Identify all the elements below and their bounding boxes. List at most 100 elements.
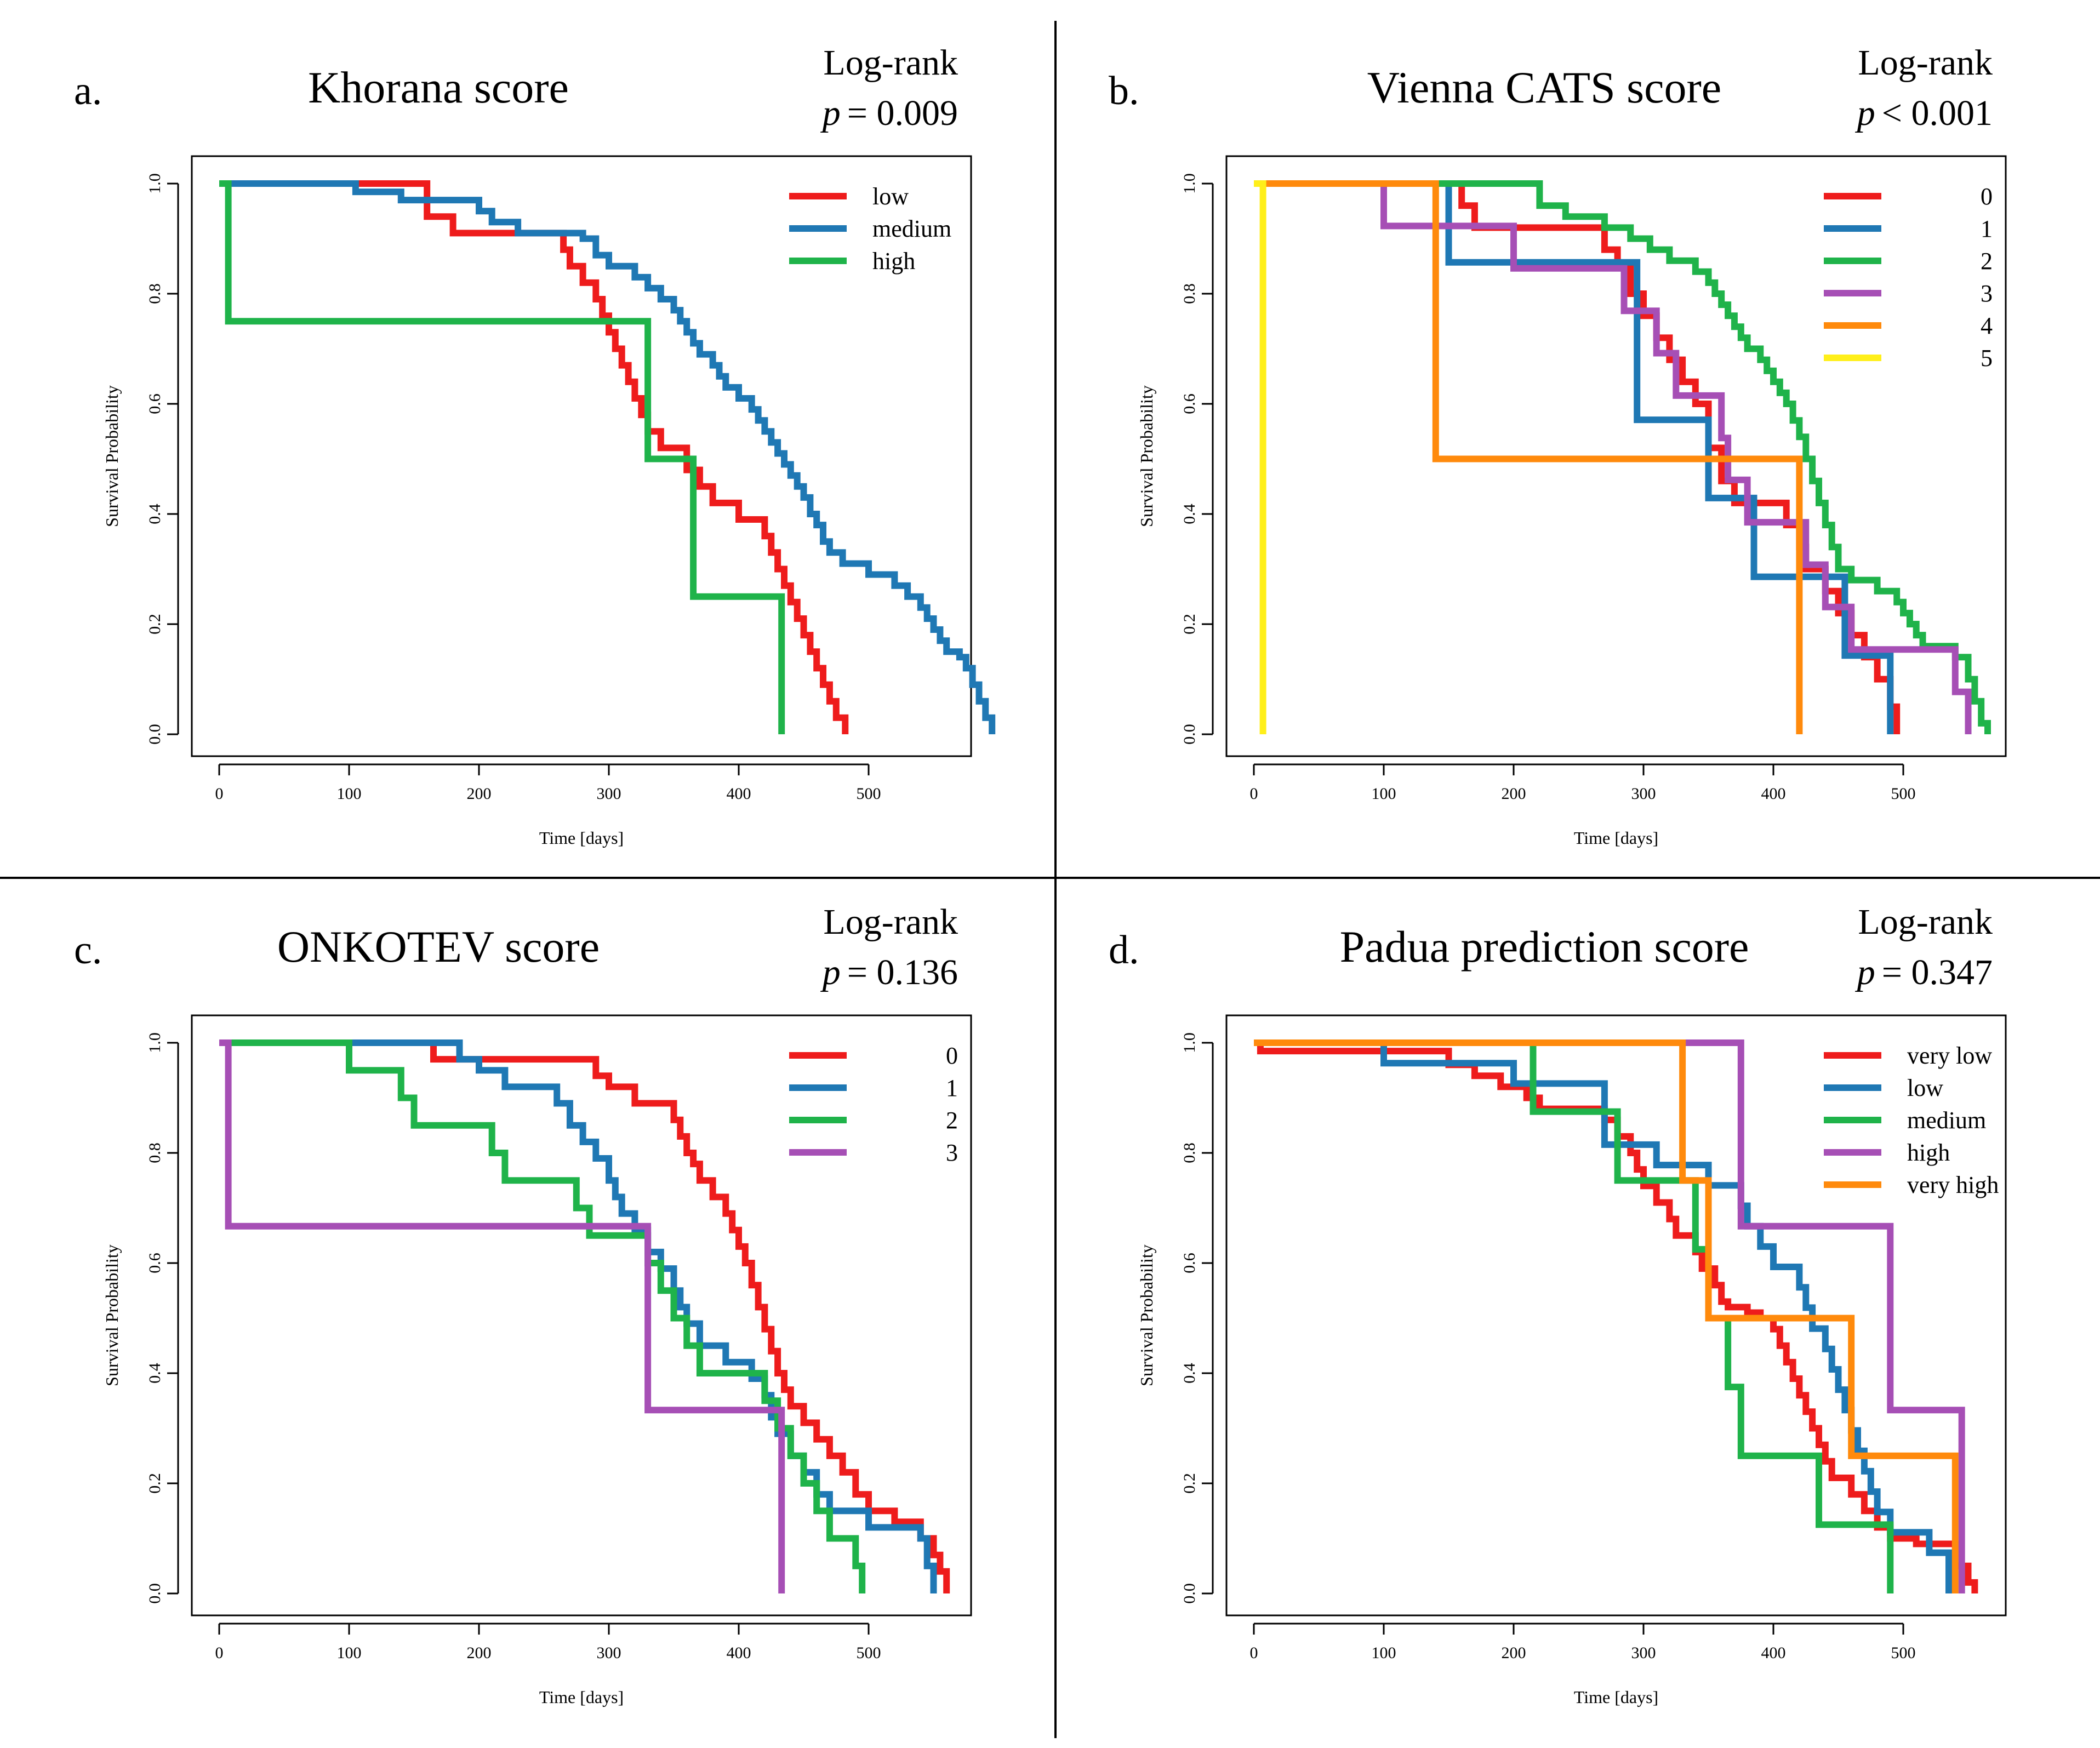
x-axis-label: Time [days] — [1574, 1687, 1658, 1707]
plot-frame — [191, 1014, 972, 1616]
p-value-number: = 0.009 — [847, 93, 958, 133]
x-tick-label: 300 — [1631, 1644, 1656, 1662]
y-tick-label: 0.2 — [1180, 614, 1199, 635]
panel-title: Khorana score — [308, 62, 569, 112]
x-tick-label: 400 — [1761, 1644, 1786, 1662]
y-tick-label: 0.8 — [146, 1143, 164, 1163]
x-tick-label: 0 — [1250, 1644, 1258, 1662]
panel-3: d. Padua prediction score Log-rank p = 0.347… — [1109, 902, 2007, 1707]
y-tick-label: 0.0 — [146, 724, 164, 745]
x-tick-label: 300 — [597, 785, 621, 803]
panel-title: ONKOTEV score — [277, 922, 600, 972]
y-tick-label: 0.6 — [146, 393, 164, 414]
legend-label: 0 — [946, 1042, 958, 1069]
series-line-5 — [1254, 180, 1266, 734]
x-tick-label: 400 — [1761, 785, 1786, 803]
panel-letter: b. — [1109, 68, 1139, 113]
y-tick-label: 0.8 — [1180, 1143, 1199, 1163]
panel-title: Vienna CATS score — [1367, 62, 1721, 112]
x-tick-label: 100 — [1372, 1644, 1396, 1662]
y-tick-label: 0.4 — [146, 1363, 164, 1384]
legend-label: 2 — [1981, 248, 1993, 275]
y-axis-label: Survival Probability — [1137, 1244, 1156, 1386]
p-symbol: p — [820, 952, 841, 992]
panel-letter: d. — [1109, 928, 1139, 973]
legend-label: medium — [872, 215, 951, 242]
series-line-very-high — [1254, 1039, 1959, 1593]
legend-label: 3 — [946, 1139, 958, 1166]
y-axis-label: Survival Probability — [102, 1244, 122, 1386]
p-value: p < 0.001 — [1855, 93, 1993, 133]
logrank-label: Log-rank — [823, 902, 958, 942]
y-tick-label: 1.0 — [146, 173, 164, 194]
legend-label: very high — [1907, 1172, 1999, 1198]
y-axis-label: Survival Probability — [1137, 385, 1156, 527]
x-tick-label: 0 — [215, 785, 224, 803]
x-tick-label: 300 — [597, 1644, 621, 1662]
x-tick-label: 0 — [1250, 785, 1258, 803]
y-axis-label: Survival Probability — [102, 385, 122, 527]
panel-0: a. Khorana score Log-rank p = 0.009 0 100 200 30… — [74, 43, 996, 848]
legend-label: 4 — [1981, 312, 1993, 339]
series-line-3 — [1254, 180, 1972, 734]
legend-label: 1 — [1981, 215, 1993, 242]
y-tick-label: 0.6 — [1180, 393, 1199, 414]
legend-label: high — [1907, 1139, 1950, 1166]
panel-letter: a. — [74, 68, 102, 113]
p-symbol: p — [1855, 93, 1875, 133]
legend-label: 0 — [1981, 183, 1993, 210]
x-tick-label: 100 — [1372, 785, 1396, 803]
y-tick-label: 1.0 — [146, 1032, 164, 1053]
y-tick-label: 0.0 — [146, 1583, 164, 1604]
series-line-high — [219, 180, 785, 734]
x-tick-label: 300 — [1631, 785, 1656, 803]
series-line-high — [1254, 1039, 1965, 1593]
legend-label: 1 — [946, 1075, 958, 1101]
p-value: p = 0.347 — [1855, 952, 1993, 992]
plot-frame — [1225, 155, 2007, 757]
series-line-low — [1254, 1039, 1952, 1593]
y-tick-label: 0.2 — [146, 614, 164, 635]
x-tick-label: 500 — [857, 1644, 881, 1662]
panel-letter: c. — [74, 928, 102, 973]
y-tick-label: 0.6 — [146, 1253, 164, 1273]
legend-label: 2 — [946, 1107, 958, 1134]
series-line-2 — [1254, 180, 1991, 734]
x-tick-label: 200 — [1502, 1644, 1526, 1662]
p-value-number: = 0.347 — [1882, 952, 1993, 992]
x-tick-label: 200 — [467, 1644, 492, 1662]
logrank-label: Log-rank — [823, 43, 958, 83]
x-tick-label: 400 — [727, 1644, 751, 1662]
p-symbol: p — [820, 93, 841, 133]
y-tick-label: 1.0 — [1180, 1032, 1199, 1053]
x-axis-label: Time [days] — [1574, 828, 1658, 848]
p-value: p = 0.136 — [820, 952, 958, 992]
panel-1: b. Vienna CATS score Log-rank p < 0.001 0 100 2… — [1109, 43, 2007, 848]
p-symbol: p — [1855, 952, 1875, 992]
plot-frame — [191, 155, 972, 757]
legend-label: medium — [1907, 1107, 1986, 1134]
x-tick-label: 200 — [1502, 785, 1526, 803]
x-tick-label: 100 — [337, 785, 362, 803]
p-value-number: < 0.001 — [1882, 93, 1993, 133]
x-tick-label: 200 — [467, 785, 492, 803]
y-tick-label: 0.8 — [1180, 283, 1199, 304]
series-line-1 — [1254, 180, 1894, 734]
y-tick-label: 0.8 — [146, 283, 164, 304]
series-line-low — [219, 180, 849, 734]
legend-label: very low — [1907, 1042, 1992, 1069]
x-tick-label: 0 — [215, 1644, 224, 1662]
x-tick-label: 500 — [1891, 785, 1916, 803]
p-value: p = 0.009 — [820, 93, 958, 133]
series-line-medium — [219, 180, 996, 734]
y-tick-label: 1.0 — [1180, 173, 1199, 194]
series-line-4 — [1254, 180, 1803, 734]
y-tick-label: 0.2 — [146, 1473, 164, 1494]
legend-label: high — [872, 248, 915, 275]
legend-label: 3 — [1981, 280, 1993, 307]
x-axis-label: Time [days] — [539, 828, 624, 848]
